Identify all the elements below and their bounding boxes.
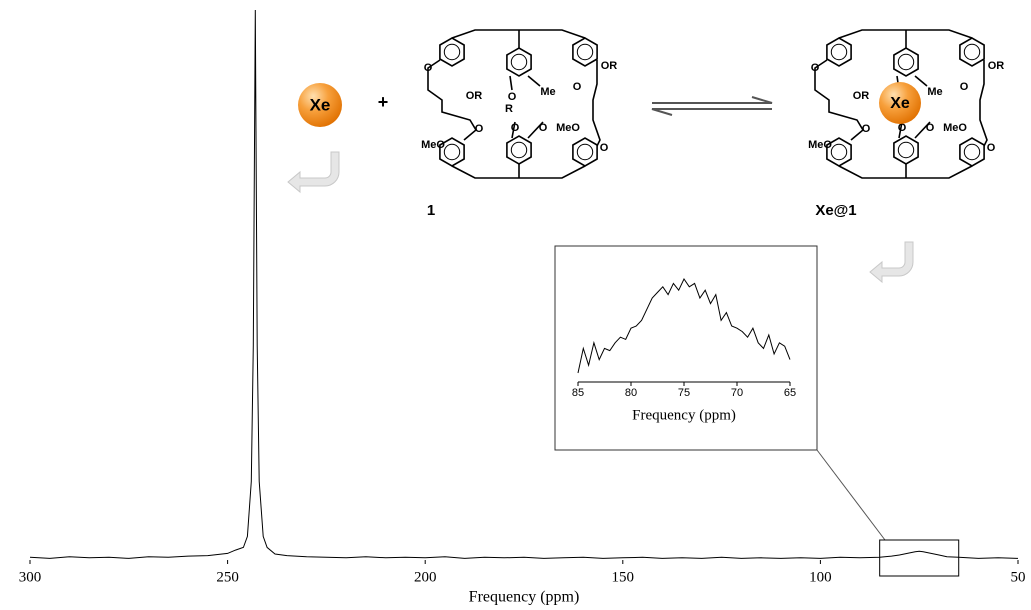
- aromatic-circle: [898, 142, 913, 157]
- ether-chain: [980, 60, 987, 146]
- benzene-ring: [827, 38, 851, 66]
- atom-label: O: [987, 142, 996, 154]
- xenon-label: Xe: [310, 95, 331, 114]
- x-tick-label: 70: [731, 387, 743, 399]
- aromatic-circle: [898, 54, 913, 69]
- x-axis-label: Frequency (ppm): [632, 407, 736, 423]
- atom-label: MeO: [556, 122, 580, 134]
- curved-arrow: [870, 242, 913, 282]
- atom-label: OR: [853, 90, 870, 102]
- x-tick-label: 300: [19, 569, 42, 585]
- benzene-ring: [507, 136, 531, 164]
- atom-label: O: [811, 62, 820, 74]
- x-tick-label: 250: [216, 569, 239, 585]
- figure: Xe + 1 Xe@1 OORORMeOOOMeOMeOOOOROORORMeO…: [0, 0, 1031, 610]
- bond: [510, 76, 512, 90]
- x-axis-label: Frequency (ppm): [469, 589, 580, 606]
- x-tick-label: 200: [414, 569, 437, 585]
- atom-label: OR: [988, 60, 1005, 72]
- x-tick-label: 65: [784, 387, 796, 399]
- aromatic-circle: [964, 144, 979, 159]
- aromatic-circle: [577, 144, 592, 159]
- atom-label: Me: [540, 86, 555, 98]
- xenon-label: Xe: [890, 95, 910, 112]
- aromatic-circle: [964, 44, 979, 59]
- equilibrium-arrow: [652, 97, 772, 103]
- atom-label: MeO: [421, 139, 445, 151]
- aromatic-circle: [444, 144, 459, 159]
- atom-label: O: [573, 81, 582, 93]
- benzene-ring: [894, 136, 918, 164]
- atom-label: O: [600, 142, 609, 154]
- aromatic-circle: [444, 44, 459, 59]
- aromatic-circle: [577, 44, 592, 59]
- x-tick-label: 150: [612, 569, 635, 585]
- atom-label: O: [539, 122, 548, 134]
- benzene-ring: [894, 48, 918, 76]
- zoom-box: [880, 540, 959, 576]
- curved-arrow: [288, 152, 339, 192]
- ether-chain: [593, 60, 600, 146]
- atom-label: O: [511, 122, 520, 134]
- aromatic-circle: [831, 144, 846, 159]
- atom-label: O: [960, 81, 969, 93]
- benzene-ring: [960, 38, 984, 66]
- aromatic-circle: [511, 54, 526, 69]
- page: {"chart_data": [ {"type": "line", "x_lab…: [0, 0, 1031, 610]
- equilibrium-arrow: [652, 109, 772, 115]
- atom-label: OR: [466, 90, 483, 102]
- complex-label: Xe@1: [815, 202, 856, 219]
- x-tick-label: 75: [678, 387, 690, 399]
- benzene-ring: [573, 138, 597, 166]
- zoom-connector: [817, 450, 885, 540]
- atom-label: Me: [927, 86, 942, 98]
- atom-label: O: [862, 123, 871, 135]
- atom-label: MeO: [808, 139, 832, 151]
- atom-label: MeO: [943, 122, 967, 134]
- atom-label: O: [508, 91, 517, 103]
- spectrum-line: [30, 10, 1018, 558]
- atom-label: OR: [601, 60, 618, 72]
- atom-label: O: [424, 62, 433, 74]
- x-tick-label: 85: [572, 387, 584, 399]
- benzene-ring: [960, 138, 984, 166]
- atom-label: O: [475, 123, 484, 135]
- x-tick-label: 100: [809, 569, 832, 585]
- atom-label: O: [926, 122, 935, 134]
- bond: [915, 76, 927, 86]
- aromatic-circle: [831, 44, 846, 59]
- benzene-ring: [573, 38, 597, 66]
- aromatic-circle: [511, 142, 526, 157]
- atom-label: R: [505, 103, 513, 115]
- plus-sign: +: [378, 92, 389, 112]
- bond: [528, 76, 540, 86]
- compound-label: 1: [427, 202, 435, 219]
- x-tick-label: 80: [625, 387, 637, 399]
- x-tick-label: 50: [1011, 569, 1026, 585]
- benzene-ring: [507, 48, 531, 76]
- benzene-ring: [440, 38, 464, 66]
